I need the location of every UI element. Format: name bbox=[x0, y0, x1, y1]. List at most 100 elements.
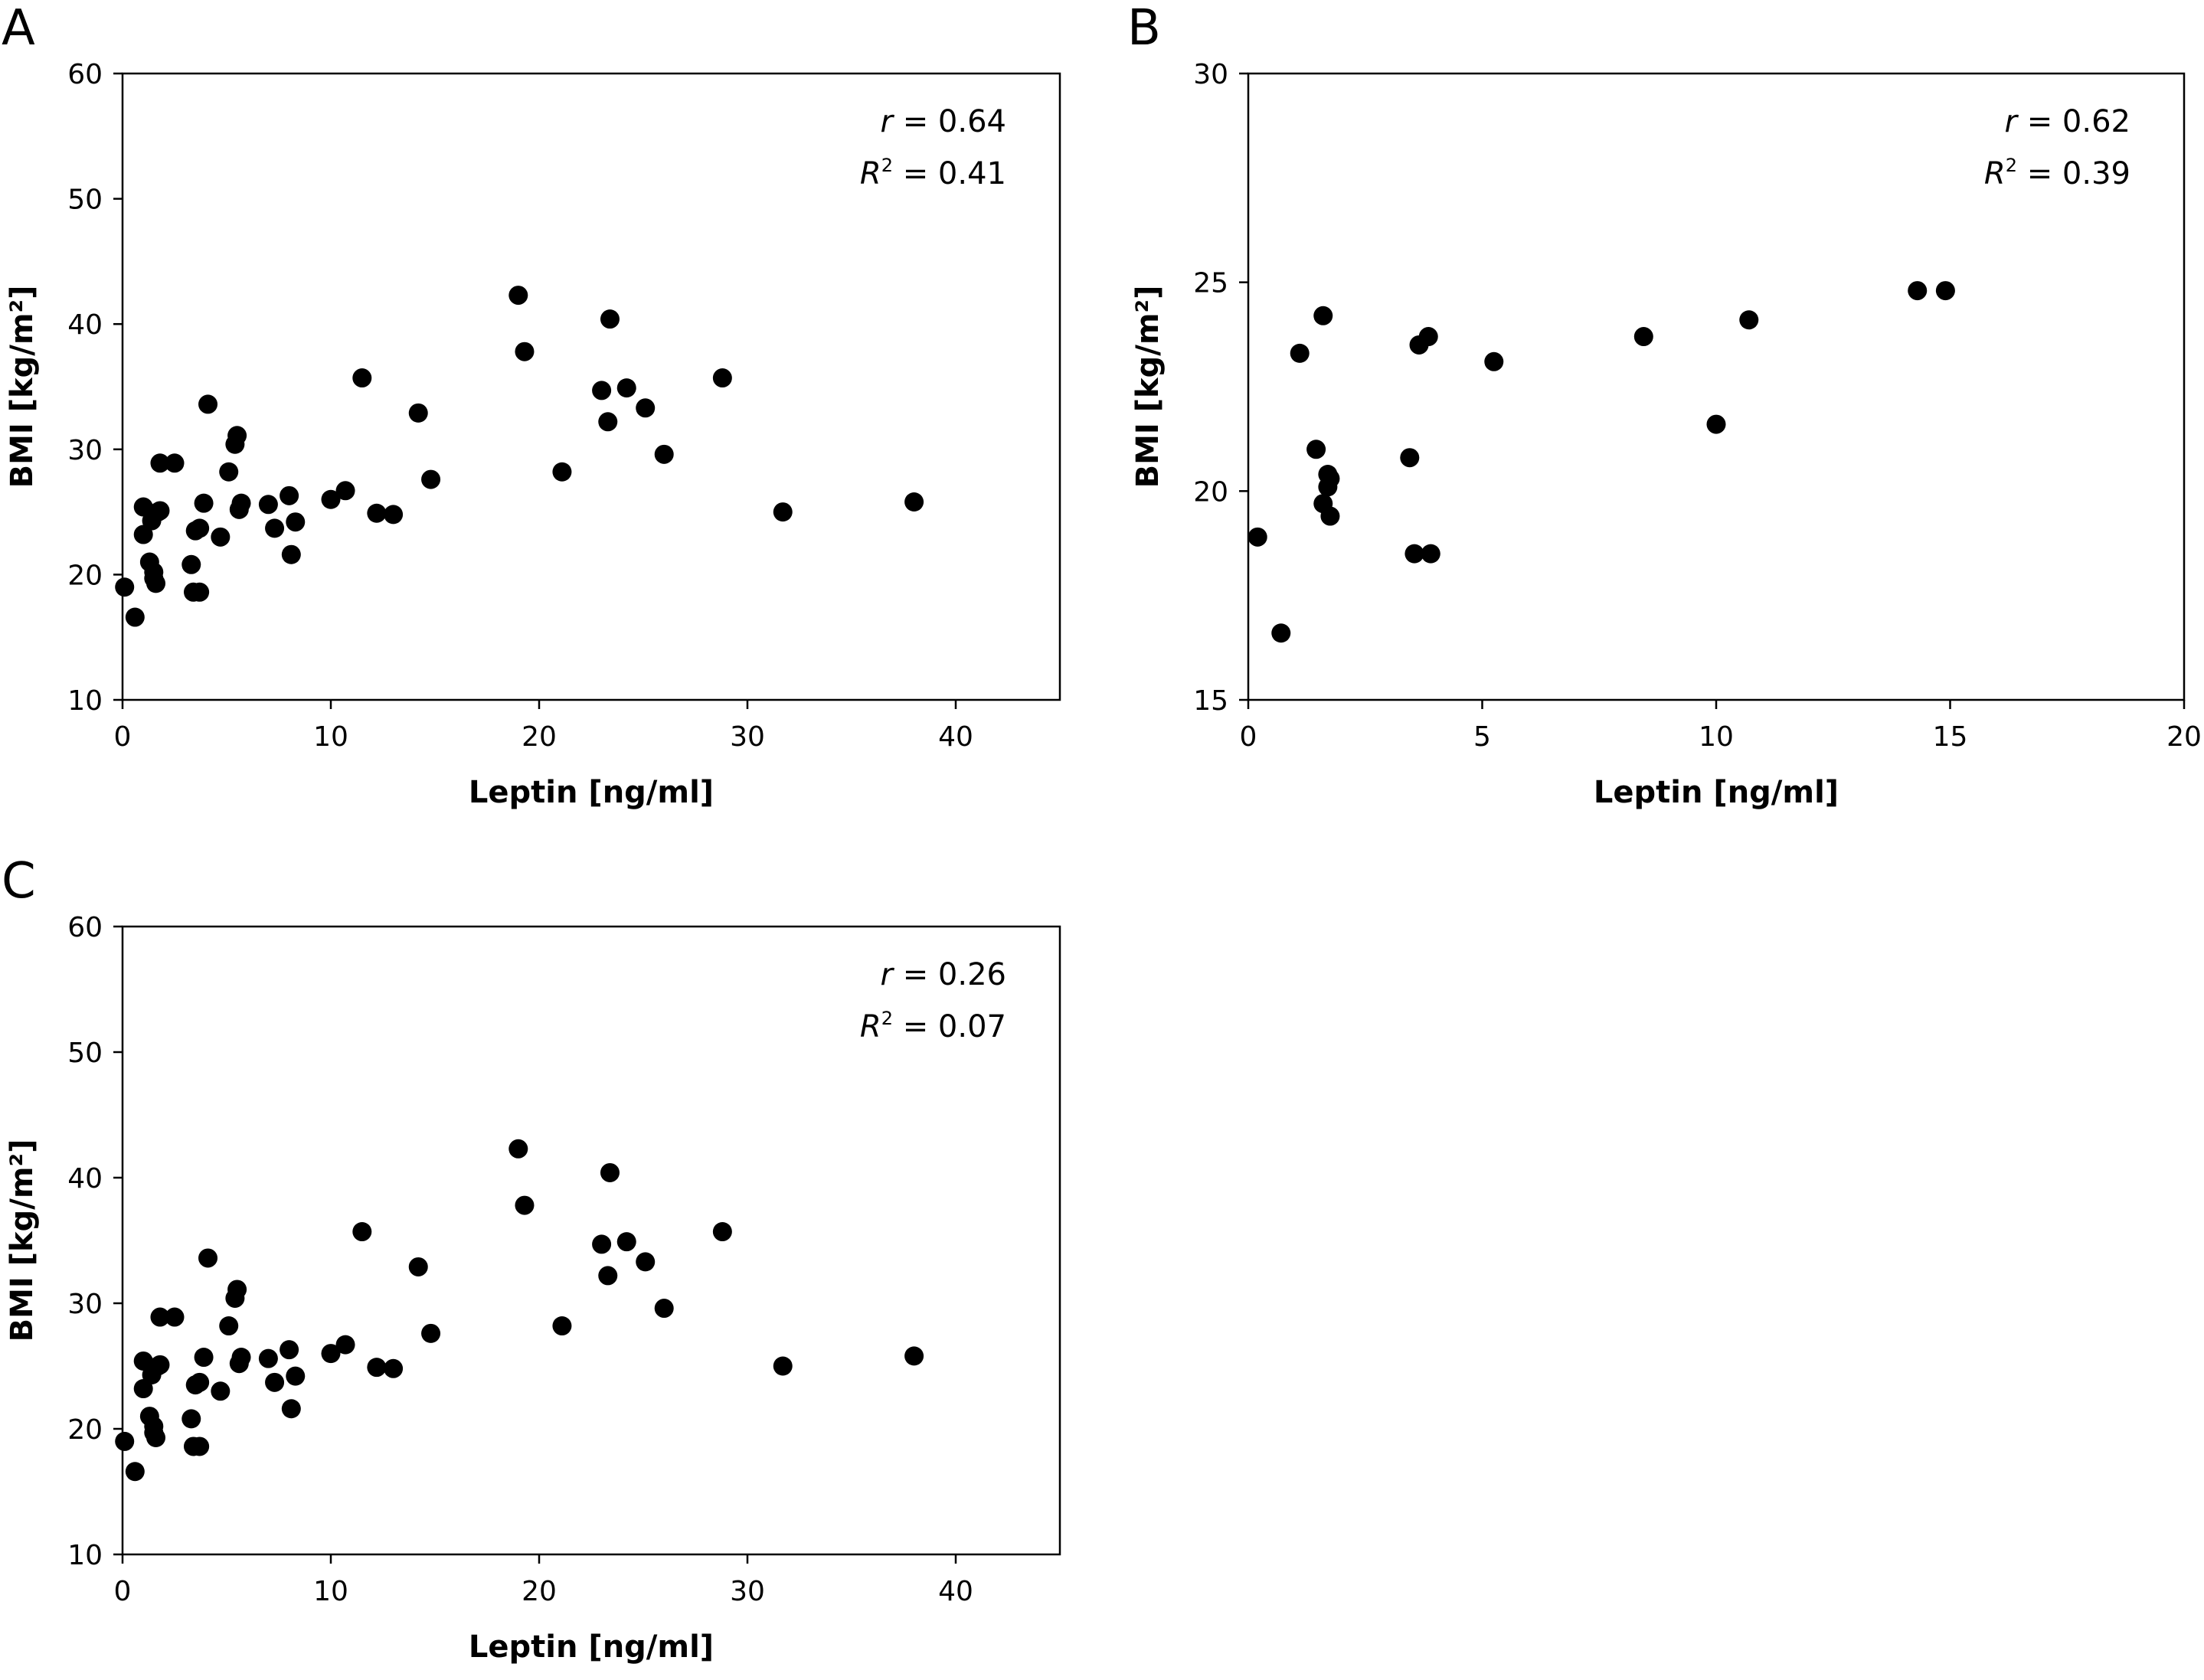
data-point bbox=[258, 1348, 278, 1368]
panel-c: C 0 10 20 30 40 10 20 30 40 50 60 Leptin [ng/ml] BMI … bbox=[2, 853, 1061, 1665]
x-tick-label: 20 bbox=[522, 721, 557, 753]
data-point bbox=[904, 1346, 924, 1366]
x-tick-label: 10 bbox=[313, 1576, 348, 1607]
x-tick-label: 0 bbox=[114, 1576, 132, 1607]
y-tick-label: 20 bbox=[67, 560, 103, 591]
data-point bbox=[211, 527, 231, 547]
y-tick-label: 60 bbox=[67, 59, 103, 90]
data-point bbox=[198, 1248, 218, 1268]
data-point bbox=[227, 1280, 247, 1299]
data-point bbox=[133, 1379, 153, 1399]
y-tick-label: 40 bbox=[67, 1163, 103, 1195]
y-tick-label: 15 bbox=[1193, 685, 1228, 717]
x-tick-label: 30 bbox=[730, 721, 765, 753]
y-tick-label: 20 bbox=[1193, 476, 1228, 508]
data-point bbox=[286, 1366, 306, 1386]
data-point bbox=[1706, 414, 1726, 434]
data-point bbox=[165, 1307, 185, 1327]
data-point bbox=[181, 1409, 201, 1429]
r-annotation: r = 0.62 bbox=[2005, 104, 2130, 139]
r2-superscript: 2 bbox=[2006, 155, 2017, 176]
data-point bbox=[321, 489, 341, 509]
data-point bbox=[190, 1436, 210, 1456]
data-point bbox=[773, 502, 793, 522]
data-point bbox=[1290, 343, 1310, 363]
data-point bbox=[231, 493, 251, 513]
data-point bbox=[194, 493, 214, 513]
data-point bbox=[211, 1381, 231, 1401]
data-point bbox=[219, 1316, 239, 1336]
r-symbol: r bbox=[2005, 104, 2019, 139]
r-value: = 0.62 bbox=[2027, 104, 2130, 139]
data-point bbox=[654, 444, 674, 464]
data-point bbox=[384, 1358, 404, 1378]
data-point bbox=[616, 1232, 636, 1252]
data-point bbox=[165, 453, 185, 473]
r2-annotation: R2 = 0.07 bbox=[860, 1008, 1006, 1044]
y-tick-label: 30 bbox=[67, 435, 103, 466]
data-point bbox=[231, 1348, 251, 1368]
data-point bbox=[115, 1431, 135, 1451]
data-point bbox=[281, 544, 301, 564]
data-point bbox=[598, 1266, 618, 1286]
panel-a: A 0 10 20 30 40 10 20 30 40 50 60 Leptin [ng/ml] BMI … bbox=[2, 0, 1061, 810]
data-point bbox=[1633, 327, 1653, 347]
data-point bbox=[367, 503, 387, 523]
data-point bbox=[194, 1348, 214, 1368]
data-point bbox=[592, 381, 612, 400]
data-point bbox=[1484, 351, 1504, 371]
r2-value: = 0.39 bbox=[2027, 156, 2130, 191]
data-point bbox=[198, 394, 218, 414]
panel-letter: A bbox=[2, 0, 35, 57]
data-point bbox=[408, 1257, 428, 1276]
y-tick-label: 30 bbox=[67, 1289, 103, 1320]
data-point bbox=[636, 398, 656, 418]
data-point bbox=[1271, 623, 1291, 643]
data-point bbox=[321, 1344, 341, 1364]
r-symbol: r bbox=[881, 104, 895, 139]
r2-annotation: R2 = 0.41 bbox=[860, 155, 1006, 191]
x-axis-title: Leptin [ng/ml] bbox=[1594, 775, 1839, 810]
data-point bbox=[125, 1462, 145, 1482]
data-point bbox=[552, 1316, 572, 1336]
y-axis-title: BMI [kg/m²] bbox=[5, 1139, 40, 1342]
x-tick-label: 0 bbox=[1240, 721, 1257, 753]
data-point bbox=[508, 1139, 528, 1159]
data-point bbox=[280, 485, 299, 505]
data-point bbox=[335, 1335, 355, 1355]
data-point bbox=[1908, 281, 1928, 301]
data-point bbox=[367, 1358, 387, 1378]
data-point bbox=[150, 1355, 170, 1374]
y-tick-label: 60 bbox=[67, 912, 103, 943]
data-point bbox=[1418, 327, 1438, 347]
data-point bbox=[133, 1351, 153, 1371]
r2-annotation: R2 = 0.39 bbox=[1984, 155, 2130, 191]
y-tick-label: 50 bbox=[67, 1038, 103, 1069]
data-point bbox=[146, 1427, 166, 1447]
data-point bbox=[1306, 440, 1326, 459]
data-point bbox=[125, 607, 145, 627]
data-point bbox=[219, 462, 239, 482]
data-point bbox=[515, 342, 535, 361]
r-symbol: r bbox=[881, 957, 895, 992]
y-tick-label: 50 bbox=[67, 185, 103, 216]
data-point bbox=[1404, 544, 1424, 564]
data-point bbox=[1248, 527, 1267, 547]
x-axis-title: Leptin [ng/ml] bbox=[469, 775, 714, 810]
x-tick-label: 20 bbox=[522, 1576, 557, 1607]
data-point bbox=[280, 1340, 299, 1360]
x-tick-label: 40 bbox=[938, 721, 973, 753]
panel-letter: B bbox=[1127, 0, 1161, 57]
data-point bbox=[146, 574, 166, 593]
panel-letter: C bbox=[2, 853, 36, 910]
data-point bbox=[384, 505, 404, 525]
x-tick-label: 15 bbox=[1933, 721, 1968, 753]
r2-symbol: R bbox=[860, 1009, 881, 1044]
data-point bbox=[636, 1252, 656, 1272]
data-point bbox=[600, 1162, 620, 1182]
r2-symbol: R bbox=[860, 156, 881, 191]
x-tick-label: 10 bbox=[1699, 721, 1734, 753]
data-point bbox=[592, 1234, 612, 1254]
data-point bbox=[773, 1356, 793, 1376]
